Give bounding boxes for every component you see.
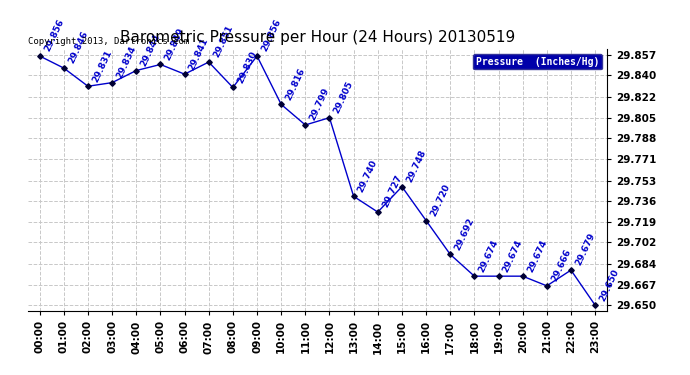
Text: 29.844: 29.844 [139, 32, 162, 68]
Text: 29.740: 29.740 [357, 158, 380, 194]
Text: 29.856: 29.856 [260, 18, 283, 53]
Text: 29.841: 29.841 [188, 36, 210, 71]
Text: 29.816: 29.816 [284, 66, 307, 102]
Text: 29.748: 29.748 [405, 148, 428, 184]
Text: 29.856: 29.856 [43, 18, 66, 53]
Text: 29.851: 29.851 [212, 24, 235, 59]
Text: 29.849: 29.849 [164, 26, 186, 62]
Text: 29.674: 29.674 [477, 238, 500, 273]
Text: 29.720: 29.720 [429, 183, 452, 218]
Text: 29.799: 29.799 [308, 87, 331, 122]
Text: 29.650: 29.650 [598, 267, 621, 302]
Text: 29.846: 29.846 [67, 30, 90, 65]
Text: Copyright 2013, Dartronics.com: Copyright 2013, Dartronics.com [28, 37, 189, 46]
Legend: Pressure  (Inches/Hg): Pressure (Inches/Hg) [473, 54, 602, 69]
Text: 29.830: 29.830 [236, 50, 259, 85]
Text: 29.674: 29.674 [502, 238, 524, 273]
Text: 29.674: 29.674 [526, 238, 549, 273]
Text: 29.666: 29.666 [550, 248, 573, 283]
Text: 29.834: 29.834 [115, 44, 138, 80]
Text: 29.679: 29.679 [574, 232, 597, 267]
Text: 29.727: 29.727 [381, 174, 404, 209]
Text: 29.692: 29.692 [453, 216, 476, 252]
Text: 29.805: 29.805 [333, 80, 355, 115]
Title: Barometric Pressure per Hour (24 Hours) 20130519: Barometric Pressure per Hour (24 Hours) … [120, 30, 515, 45]
Text: 29.831: 29.831 [91, 48, 114, 84]
